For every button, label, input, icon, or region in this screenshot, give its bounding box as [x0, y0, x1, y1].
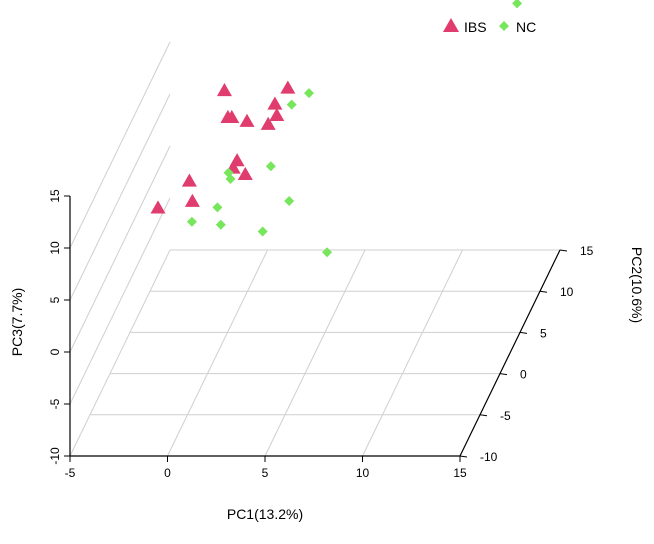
y-tick-mark	[459, 455, 468, 458]
legend-ibs-triangle-icon	[443, 18, 459, 32]
y-axis-line	[459, 249, 561, 457]
ibs-point	[216, 83, 232, 97]
wall-grid-line	[69, 93, 171, 301]
y-tick-label: 15	[580, 244, 594, 258]
nc-point	[212, 202, 223, 213]
nc-point	[286, 99, 297, 110]
z-tick-label: 10	[48, 241, 62, 255]
nc-point	[284, 195, 295, 206]
y-tick-mark	[559, 249, 568, 252]
z-tick-label: 0	[48, 348, 62, 355]
floor-grid-line	[167, 249, 268, 457]
wall-grid-line	[69, 145, 171, 353]
y-tick-mark	[479, 414, 488, 417]
floor-left-edge	[69, 249, 171, 457]
axes	[69, 196, 561, 457]
ibs-point	[267, 96, 283, 110]
floor-grid-line	[362, 249, 463, 457]
z-tick-label: 5	[48, 296, 62, 303]
ibs-point	[184, 193, 200, 207]
wall-grid-line	[69, 197, 171, 405]
legend-nc-diamond-icon	[499, 21, 509, 31]
x-tick-label: -5	[65, 466, 76, 480]
legend-label-ibs: IBS	[464, 19, 487, 35]
data-points	[150, 0, 523, 258]
z-tick-label: 15	[48, 189, 62, 203]
legend: IBS NC	[443, 18, 536, 35]
ibs-point	[269, 107, 285, 122]
x-axis-title: PC1(13.2%)	[227, 506, 303, 522]
x-tick-label: 10	[356, 466, 370, 480]
x-tick-label: 0	[164, 466, 171, 480]
nc-point	[265, 161, 276, 172]
nc-point	[215, 219, 226, 230]
nc-point	[322, 247, 333, 258]
ibs-point	[181, 173, 197, 187]
wall-grid-line	[69, 41, 171, 249]
nc-point	[225, 174, 236, 185]
y-axis-title: PC2(10.6%)	[629, 247, 645, 323]
floor-grid-line	[264, 249, 366, 457]
nc-point	[512, 0, 523, 9]
grid	[69, 41, 560, 457]
y-tick-label: 5	[540, 326, 547, 340]
nc-point	[186, 216, 197, 227]
ibs-point	[239, 113, 255, 127]
x-tick-label: 15	[453, 466, 467, 480]
z-tick-label: -5	[48, 398, 62, 409]
y-tick-mark	[499, 373, 508, 376]
y-tick-label: -5	[500, 409, 511, 423]
z-axis-title: PC3(7.7%)	[9, 288, 25, 356]
ibs-point	[260, 116, 276, 130]
y-tick-mark	[519, 331, 528, 334]
ibs-point	[150, 200, 166, 214]
x-tick-label: 5	[262, 466, 269, 480]
z-tick-label: -10	[48, 447, 62, 465]
y-tick-label: 10	[560, 285, 574, 299]
y-tick-label: -10	[480, 450, 498, 464]
ibs-point	[224, 109, 240, 123]
ibs-point	[237, 166, 253, 181]
nc-point	[257, 226, 268, 237]
y-tick-mark	[539, 290, 548, 293]
y-tick-label: 0	[520, 368, 527, 382]
legend-label-nc: NC	[516, 19, 536, 35]
ibs-point	[280, 80, 296, 94]
nc-point	[304, 88, 314, 99]
